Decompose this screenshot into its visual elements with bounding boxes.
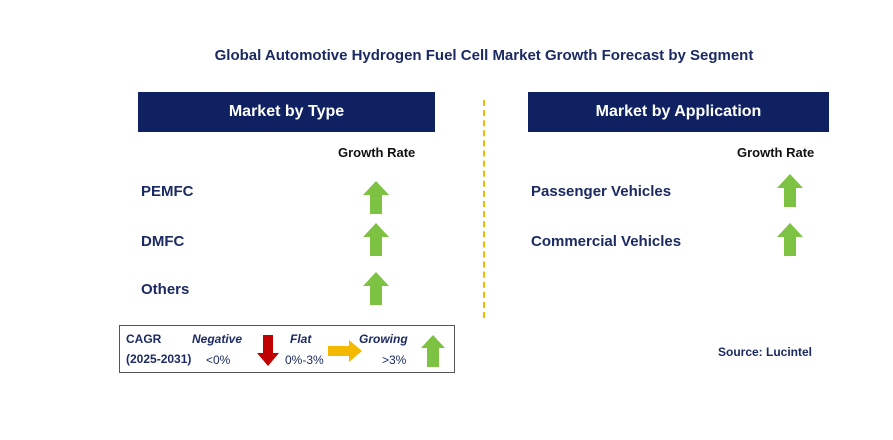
up-arrow-icon (363, 223, 389, 256)
growth-rate-label-left: Growth Rate (338, 145, 416, 160)
segment-label-passenger-vehicles: Passenger Vehicles (531, 183, 672, 200)
chart-title: Global Automotive Hydrogen Fuel Cell Mar… (214, 47, 754, 64)
growth-rate-label-right: Growth Rate (737, 145, 815, 160)
legend-growing-range: >3% (382, 353, 407, 367)
legend-cagr-label: CAGR (126, 332, 162, 346)
right-arrow-icon (328, 340, 362, 362)
segment-label-dmfc: DMFC (141, 233, 185, 250)
up-arrow-icon (777, 223, 803, 256)
market-by-type-header: Market by Type (138, 92, 435, 132)
segment-label-others: Others (141, 281, 190, 298)
legend-negative-range: <0% (206, 353, 231, 367)
panel-divider (483, 100, 485, 318)
legend-negative-label: Negative (192, 332, 243, 346)
segment-label-commercial-vehicles: Commercial Vehicles (531, 233, 682, 250)
legend-growing-label: Growing (359, 332, 408, 346)
segment-label-pemfc: PEMFC (141, 183, 194, 200)
up-arrow-icon (777, 174, 803, 207)
market-by-application-header: Market by Application (528, 92, 829, 132)
legend-flat-label: Flat (290, 332, 312, 346)
up-arrow-icon (363, 272, 389, 305)
up-arrow-icon (421, 335, 445, 367)
source-note: Source: Lucintel (718, 345, 813, 359)
legend-flat-range: 0%-3% (285, 353, 324, 367)
down-arrow-icon (257, 335, 279, 366)
cagr-legend: CAGR (2025-2031) Negative <0% Flat 0%-3%… (119, 325, 455, 373)
legend-period-label: (2025-2031) (126, 352, 192, 366)
up-arrow-icon (363, 181, 389, 214)
